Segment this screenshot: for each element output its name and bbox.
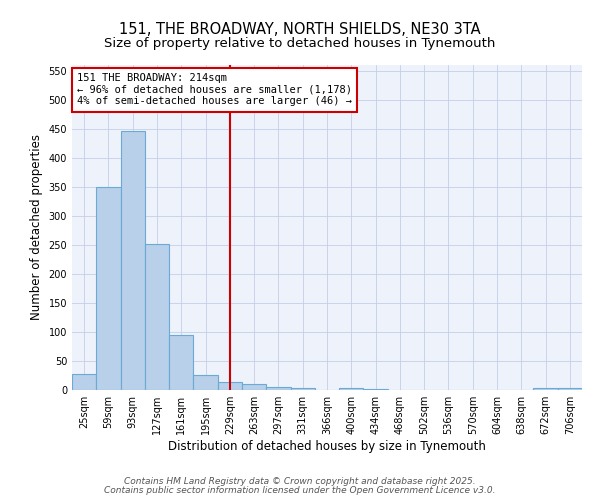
Bar: [290, 388, 315, 390]
Text: Size of property relative to detached houses in Tynemouth: Size of property relative to detached ho…: [104, 38, 496, 51]
Y-axis label: Number of detached properties: Number of detached properties: [30, 134, 43, 320]
Text: Contains HM Land Registry data © Crown copyright and database right 2025.: Contains HM Land Registry data © Crown c…: [124, 478, 476, 486]
Bar: [72, 374, 96, 390]
Bar: [339, 388, 364, 390]
Bar: [121, 130, 145, 390]
Text: 151 THE BROADWAY: 214sqm
← 96% of detached houses are smaller (1,178)
4% of semi: 151 THE BROADWAY: 214sqm ← 96% of detach…: [77, 73, 352, 106]
X-axis label: Distribution of detached houses by size in Tynemouth: Distribution of detached houses by size …: [168, 440, 486, 453]
Bar: [242, 384, 266, 390]
Bar: [96, 187, 121, 390]
Bar: [145, 244, 169, 390]
Bar: [533, 388, 558, 390]
Text: 151, THE BROADWAY, NORTH SHIELDS, NE30 3TA: 151, THE BROADWAY, NORTH SHIELDS, NE30 3…: [119, 22, 481, 38]
Bar: [558, 388, 582, 390]
Bar: [218, 382, 242, 390]
Bar: [193, 376, 218, 390]
Bar: [266, 386, 290, 390]
Text: Contains public sector information licensed under the Open Government Licence v3: Contains public sector information licen…: [104, 486, 496, 495]
Bar: [169, 335, 193, 390]
